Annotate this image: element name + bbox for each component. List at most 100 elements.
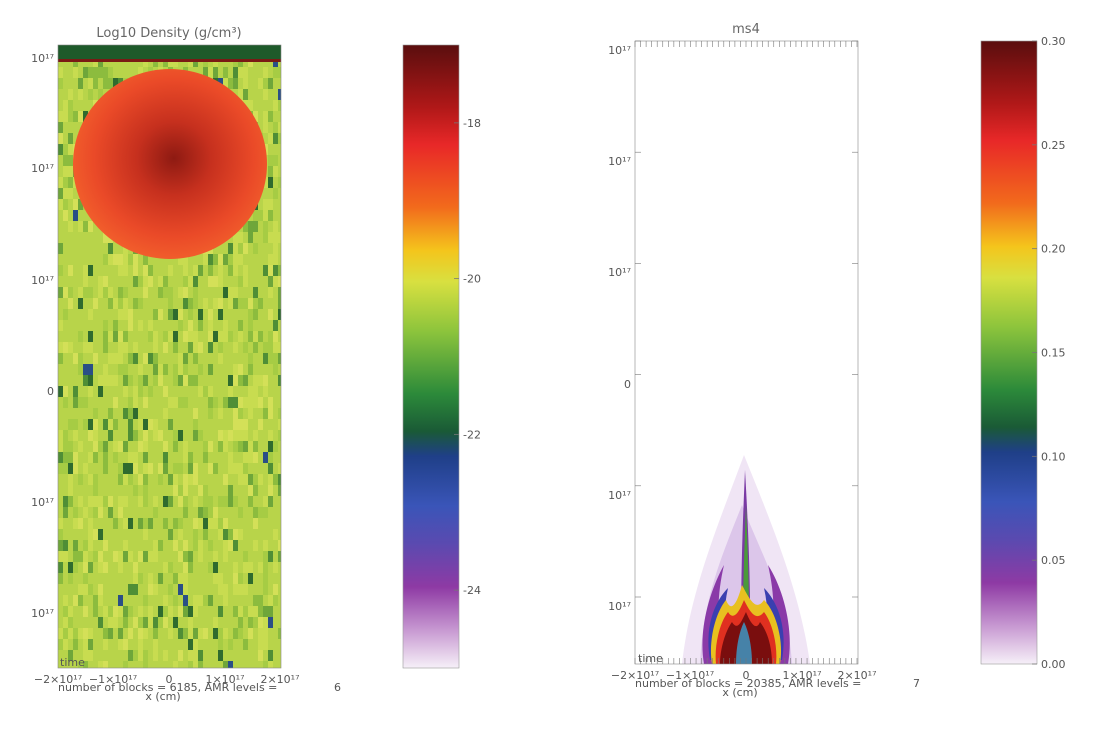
density-xtick: 2×10¹⁷ [260, 673, 299, 686]
density-cell [243, 474, 249, 486]
density-cell [78, 463, 84, 475]
density-cell [78, 320, 84, 332]
density-cell [103, 628, 109, 640]
density-cell [143, 463, 149, 475]
density-cell [248, 89, 254, 101]
density-cell [278, 518, 281, 530]
density-cell [153, 386, 159, 398]
density-cell [133, 452, 139, 464]
density-cell [143, 309, 149, 321]
density-cell [248, 353, 254, 365]
density-cell [113, 639, 119, 651]
density-cell [188, 639, 194, 651]
density-cell [83, 408, 89, 420]
density-cell [263, 573, 269, 585]
density-cell [83, 89, 89, 101]
density-cell [78, 441, 84, 453]
density-cell [223, 78, 229, 90]
density-cell [63, 529, 69, 541]
density-cell [268, 584, 274, 596]
density-cell [78, 210, 84, 222]
density-cell [163, 518, 169, 530]
density-cell [273, 584, 279, 596]
density-cell [228, 386, 234, 398]
ms4-plume [682, 455, 810, 664]
density-cell [138, 441, 144, 453]
density-cell [263, 496, 269, 508]
density-cell [68, 111, 74, 123]
density-cell [208, 265, 214, 277]
density-ytick: 10¹⁷ [31, 496, 54, 509]
density-cell [58, 309, 64, 321]
density-cell [93, 232, 99, 244]
density-cell [143, 518, 149, 530]
density-cell [243, 650, 249, 662]
density-cell [273, 100, 279, 112]
density-cell [213, 452, 219, 464]
density-cell [108, 562, 114, 574]
density-cell [113, 617, 119, 629]
density-cell [248, 243, 254, 255]
density-cell [208, 518, 214, 530]
density-cell [83, 254, 89, 266]
density-cell [188, 397, 194, 409]
density-cell [163, 452, 169, 464]
density-cell [63, 100, 69, 112]
density-cell [88, 397, 94, 409]
density-cell [83, 628, 89, 640]
density-cell [208, 661, 214, 668]
density-cell [103, 430, 109, 442]
density-cell [158, 551, 164, 563]
density-cell [138, 650, 144, 662]
density-cell [153, 276, 159, 288]
density-cell [208, 320, 214, 332]
ms4-ytick: 10¹⁷ [608, 266, 631, 279]
density-cell [173, 419, 179, 431]
density-cell [253, 650, 259, 662]
density-cell [253, 430, 259, 442]
density-cell [58, 331, 64, 343]
density-cell [93, 419, 99, 431]
density-cell [233, 430, 239, 442]
density-cell [168, 562, 174, 574]
density-cell [108, 518, 114, 530]
density-cell [168, 408, 174, 420]
density-cell [273, 650, 279, 662]
density-cell [198, 463, 204, 475]
ms4-blocks-text: number of blocks = 20385, AMR levels = [635, 677, 861, 690]
density-cell [178, 496, 184, 508]
density-cell [148, 254, 154, 266]
density-cell [78, 287, 84, 299]
density-cell [218, 540, 224, 552]
density-cell [143, 562, 149, 574]
density-cell [233, 243, 239, 255]
density-cell [278, 430, 281, 442]
density-cell [243, 331, 249, 343]
density-cell [103, 320, 109, 332]
density-cell [153, 463, 159, 475]
density-cell [213, 342, 219, 354]
density-cell [113, 628, 119, 640]
density-cell [193, 287, 199, 299]
density-cell [203, 540, 209, 552]
density-cell [168, 353, 174, 365]
density-cell [68, 562, 74, 574]
density-cell [103, 298, 109, 310]
density-cell [148, 386, 154, 398]
density-cell [223, 298, 229, 310]
density-cell [113, 397, 119, 409]
density-cell [163, 595, 169, 607]
density-cell [63, 122, 69, 134]
density-cell [73, 276, 79, 288]
density-cell [123, 474, 129, 486]
density-cell [143, 595, 149, 607]
density-cell [118, 408, 124, 420]
density-cell [248, 309, 254, 321]
density-cell [208, 408, 214, 420]
density-cell [68, 375, 74, 387]
density-cell [253, 584, 259, 596]
density-cell [163, 562, 169, 574]
density-cell [58, 265, 64, 277]
density-cell [278, 386, 281, 398]
density-cell [183, 452, 189, 464]
